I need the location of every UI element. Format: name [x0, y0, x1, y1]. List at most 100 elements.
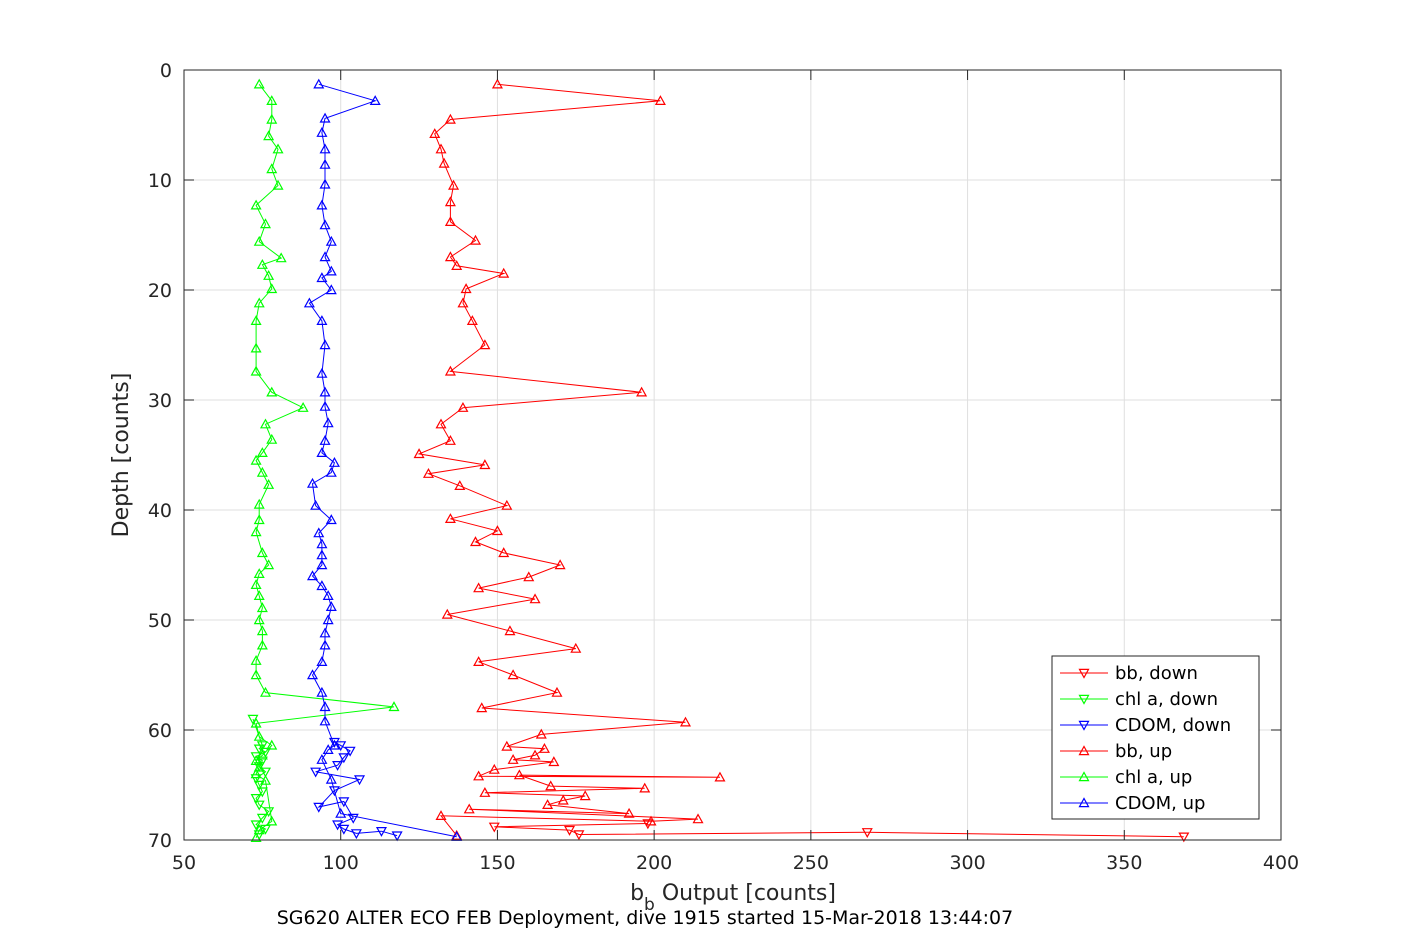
data-point [266, 113, 278, 124]
data-point [463, 803, 475, 814]
data-point [256, 602, 268, 613]
data-point [316, 315, 328, 325]
data-point [491, 525, 503, 536]
data-point [444, 113, 456, 124]
data-point [256, 447, 268, 457]
data-point [250, 342, 262, 353]
data-point [529, 749, 541, 760]
y-tick-label: 10 [148, 170, 172, 192]
data-point [375, 827, 387, 837]
data-point [253, 235, 265, 246]
data-point [444, 216, 456, 226]
data-point [266, 386, 278, 397]
data-point [259, 767, 272, 778]
y-tick-label: 60 [148, 720, 172, 742]
data-point [316, 199, 328, 210]
data-point [448, 179, 460, 190]
x-axis-label-rest: Output [counts] [655, 881, 836, 906]
data-point [347, 813, 359, 824]
data-point [303, 297, 315, 308]
x-tick-label: 200 [636, 852, 672, 874]
data-point [256, 787, 268, 798]
series-layer [247, 78, 1190, 843]
data-point [473, 656, 485, 666]
series-bb-down [488, 819, 1190, 843]
data-point [253, 730, 265, 741]
data-point [354, 775, 366, 786]
y-tick-label: 40 [148, 500, 172, 522]
data-point [316, 447, 328, 457]
y-tick-label: 70 [148, 830, 172, 852]
legend-label: chl a, up [1115, 767, 1192, 788]
data-point [319, 219, 331, 230]
data-point [266, 815, 278, 826]
data-point [332, 761, 344, 771]
legend-marker [1078, 797, 1090, 808]
data-point [256, 813, 268, 824]
data-point [679, 716, 692, 727]
data-point [325, 235, 337, 246]
data-point [250, 774, 262, 785]
data-point [310, 767, 322, 778]
legend-label: bb, up [1115, 741, 1172, 762]
data-point [469, 536, 482, 547]
data-point [538, 742, 550, 753]
data-point [263, 478, 275, 489]
data-point [297, 401, 309, 412]
data-point [263, 130, 275, 141]
data-point [454, 480, 466, 490]
data-point [325, 284, 337, 295]
data-point [438, 157, 450, 168]
y-tick-label: 0 [160, 60, 172, 82]
data-point [319, 339, 331, 350]
data-point [444, 434, 456, 445]
series-cdom-down [310, 737, 403, 842]
x-tick-label: 150 [479, 852, 515, 874]
data-point [335, 807, 347, 818]
data-point [266, 433, 278, 444]
data-point [313, 802, 325, 813]
y-tick-label: 20 [148, 280, 172, 302]
data-point [250, 454, 262, 465]
data-point [250, 768, 262, 779]
data-point [259, 686, 272, 697]
data-point [272, 179, 284, 190]
data-point [473, 582, 485, 593]
series-line [494, 823, 1184, 838]
data-point [714, 771, 726, 782]
data-point [319, 701, 331, 712]
x-tick-label: 350 [1106, 852, 1142, 874]
data-point [250, 669, 262, 680]
data-point [344, 746, 356, 757]
data-point [266, 283, 278, 294]
data-point [266, 163, 278, 174]
data-point [328, 786, 340, 797]
axis-ticks: 50 100 150 200 250 300 350 400 0 10 20 30 40 50 60 70 [148, 60, 1299, 874]
data-point [338, 797, 350, 808]
data-point [488, 822, 500, 833]
data-point [476, 702, 488, 713]
data-point [545, 780, 557, 791]
data-point [501, 499, 513, 510]
data-point [498, 267, 510, 278]
data-point [319, 158, 331, 169]
data-point [250, 654, 262, 665]
data-point [319, 627, 331, 638]
data-point [250, 199, 262, 210]
data-point [319, 251, 331, 262]
data-point [498, 547, 510, 558]
legend-label: chl a, down [1115, 689, 1218, 710]
legend-label: bb, down [1115, 663, 1198, 684]
legend-box [1051, 655, 1260, 820]
data-point [316, 549, 328, 560]
legend-marker [1078, 668, 1090, 679]
legend-entry: CDOM, down [1060, 715, 1231, 736]
data-point [413, 448, 425, 459]
data-point [306, 669, 319, 680]
data-point [548, 756, 560, 767]
data-point [488, 763, 500, 774]
data-point [535, 728, 547, 739]
data-point [1178, 832, 1190, 843]
series-line [417, 83, 721, 836]
